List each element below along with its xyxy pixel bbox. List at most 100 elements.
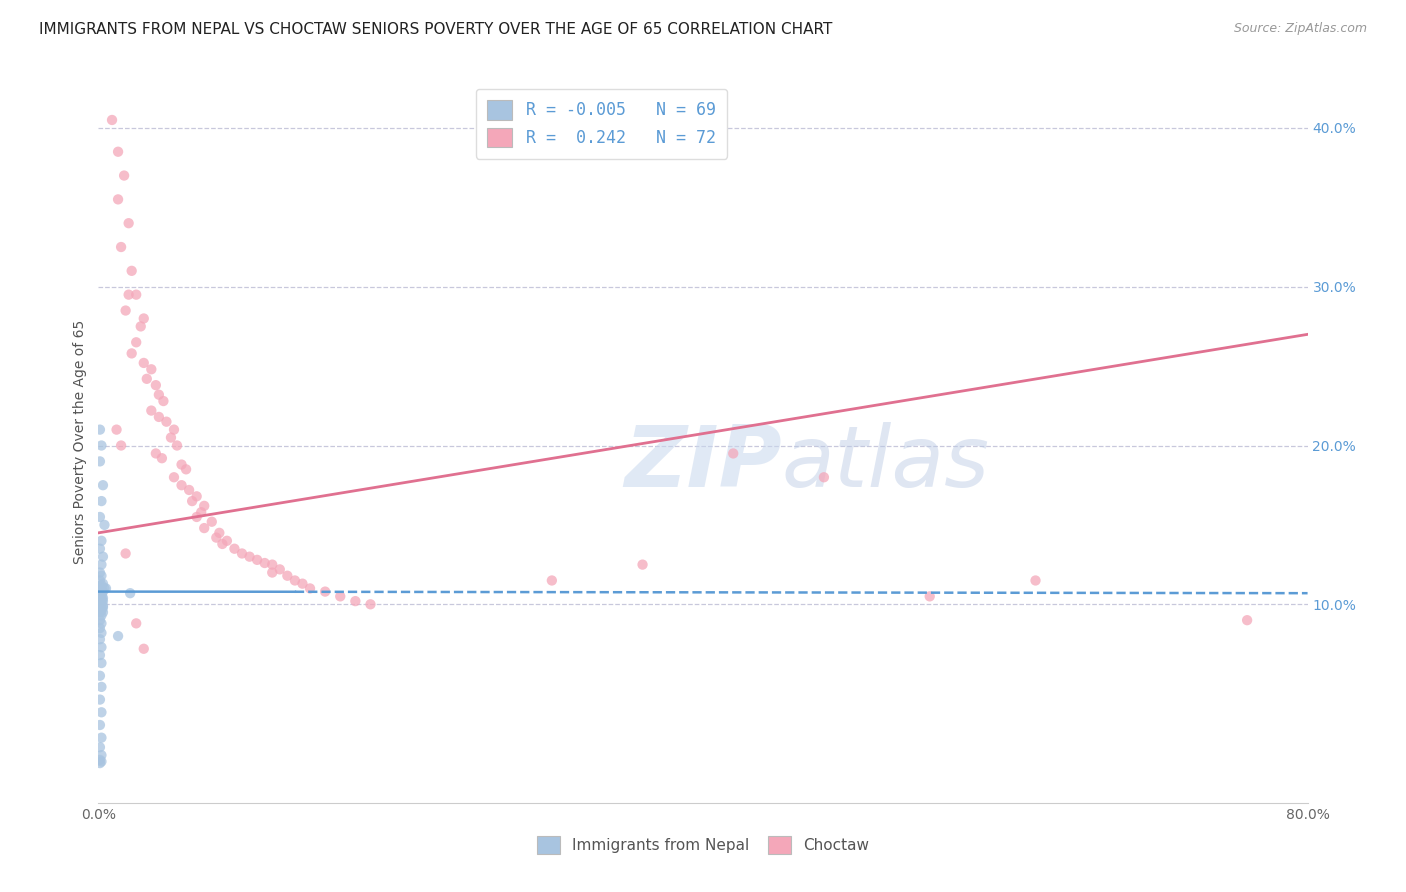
Point <box>170 458 193 472</box>
Point <box>91 584 114 599</box>
Point <box>91 591 114 605</box>
Point <box>91 594 114 608</box>
Point <box>121 346 143 360</box>
Point <box>125 287 148 301</box>
Point <box>90 656 112 670</box>
Point <box>540 574 562 588</box>
Point <box>89 613 111 627</box>
Point <box>125 616 148 631</box>
Point <box>90 592 112 607</box>
Point <box>93 517 115 532</box>
Point <box>110 240 132 254</box>
Point <box>89 566 111 580</box>
Point <box>101 113 124 128</box>
Point <box>262 566 284 580</box>
Y-axis label: Seniors Poverty Over the Age of 65: Seniors Poverty Over the Age of 65 <box>73 319 87 564</box>
Point <box>155 415 177 429</box>
Point <box>224 541 246 556</box>
Point <box>90 680 112 694</box>
Point <box>284 574 307 588</box>
Point <box>89 584 111 599</box>
Point <box>107 145 129 159</box>
Point <box>89 602 111 616</box>
Point <box>141 403 163 417</box>
Point <box>89 594 111 608</box>
Point <box>90 568 112 582</box>
Point <box>90 584 112 599</box>
Point <box>121 264 143 278</box>
Point <box>90 584 112 599</box>
Point <box>90 755 112 769</box>
Point <box>186 510 208 524</box>
Point <box>262 558 284 572</box>
Point <box>89 718 111 732</box>
Point <box>163 470 186 484</box>
Point <box>1024 574 1046 588</box>
Legend: Immigrants from Nepal, Choctaw: Immigrants from Nepal, Choctaw <box>531 830 875 860</box>
Point <box>90 590 112 604</box>
Point <box>1236 613 1258 627</box>
Point <box>246 553 269 567</box>
Point <box>190 505 212 519</box>
Point <box>89 648 111 662</box>
Point <box>152 394 174 409</box>
Point <box>90 558 112 572</box>
Point <box>299 582 322 596</box>
Point <box>89 669 111 683</box>
Point <box>135 372 157 386</box>
Point <box>89 582 111 597</box>
Point <box>90 494 112 508</box>
Point <box>211 537 233 551</box>
Point <box>90 616 112 631</box>
Point <box>132 311 155 326</box>
Point <box>90 604 112 618</box>
Point <box>90 582 112 596</box>
Point <box>90 578 112 592</box>
Point <box>90 594 112 608</box>
Point <box>91 600 114 615</box>
Point <box>132 641 155 656</box>
Point <box>181 494 204 508</box>
Point <box>129 319 152 334</box>
Point <box>89 586 111 600</box>
Point <box>93 582 115 596</box>
Point <box>91 576 114 591</box>
Point <box>918 590 941 604</box>
Point <box>89 621 111 635</box>
Point <box>193 499 215 513</box>
Point <box>145 446 167 460</box>
Point <box>90 608 112 623</box>
Point <box>89 541 111 556</box>
Point <box>179 483 201 497</box>
Point <box>90 706 112 720</box>
Point <box>114 303 136 318</box>
Point <box>90 640 112 655</box>
Point <box>253 556 276 570</box>
Point <box>90 590 112 604</box>
Point <box>360 597 382 611</box>
Point <box>89 590 111 604</box>
Point <box>170 478 193 492</box>
Text: atlas: atlas <box>782 422 990 505</box>
Point <box>90 438 112 452</box>
Point <box>90 600 112 615</box>
Point <box>107 629 129 643</box>
Point <box>90 588 112 602</box>
Point <box>89 454 111 468</box>
Point <box>91 605 114 619</box>
Point <box>112 169 135 183</box>
Point <box>89 692 111 706</box>
Point <box>276 568 298 582</box>
Point <box>148 387 170 401</box>
Point <box>125 335 148 350</box>
Point <box>193 521 215 535</box>
Point <box>141 362 163 376</box>
Point <box>94 582 117 596</box>
Point <box>723 446 745 460</box>
Point <box>186 489 208 503</box>
Point <box>89 510 111 524</box>
Point <box>91 478 114 492</box>
Point <box>90 596 112 610</box>
Point <box>120 586 142 600</box>
Point <box>145 378 167 392</box>
